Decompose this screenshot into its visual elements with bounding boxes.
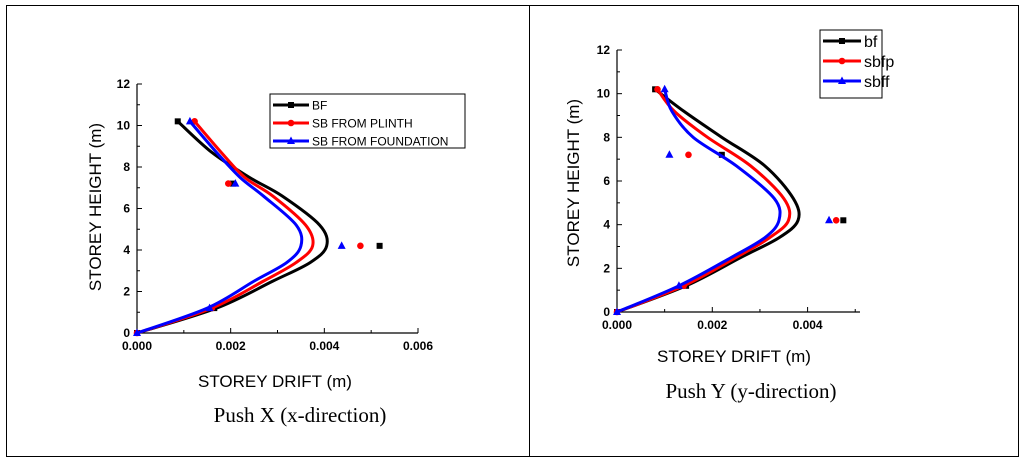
chart-1-x-tick-label: 0.000	[122, 339, 152, 353]
chart-2-series-3	[613, 84, 834, 315]
chart-1-y-tick-label: 4	[123, 243, 130, 257]
chart-2-legend-label: bf	[864, 34, 878, 51]
chart-1-legend-marker	[287, 136, 295, 144]
chart-1-series-3-point	[337, 241, 346, 249]
chart-1: STOREY DRIFT (m) STOREY HEIGHT (m) Push …	[86, 123, 386, 427]
chart-1-series-3-line	[136, 120, 304, 335]
chart-2-legend-marker	[838, 57, 846, 65]
chart-1-series-2-point	[225, 180, 232, 187]
chart-2-series-3-point	[825, 215, 834, 224]
chart-2-series-3-point	[660, 84, 669, 93]
chart-1-series-3-point	[205, 303, 214, 312]
chart-2-series-1-line	[616, 88, 801, 314]
chart-2-legend-marker	[838, 76, 846, 84]
chart-1-legend-label: BF	[312, 98, 327, 112]
chart-1-x-tick-label: 0.002	[216, 339, 246, 353]
chart-1-x-tick-label: 0.006	[403, 339, 433, 353]
chart-2-x-tick-label: 0.004	[793, 318, 823, 332]
chart-2-series-3-line	[616, 88, 782, 314]
chart-1-y-axis-label: STOREY HEIGHT (m)	[86, 123, 105, 291]
chart-1-series-1	[134, 118, 383, 336]
chart-1-series-1-point	[376, 242, 383, 249]
chart-2-series-2-point	[685, 151, 692, 159]
chart-1-series-1-point	[174, 118, 181, 125]
chart-2-legend-label: sbff	[864, 74, 890, 91]
chart-1-y-tick-label: 6	[123, 202, 130, 216]
chart-2: STOREY DRIFT (m) STOREY HEIGHT (m) Push …	[564, 99, 837, 403]
chart-2-x-tick-label: 0.002	[697, 318, 727, 332]
chart-1-series-3-point	[133, 328, 141, 336]
chart-1-y-tick-label: 8	[123, 160, 130, 174]
chart-2-series-1	[614, 86, 847, 315]
chart-2-series-3-point	[613, 307, 621, 315]
chart-2-series-3-point	[665, 150, 674, 158]
chart-2-y-tick-label: 4	[603, 218, 610, 232]
chart-2-legend-label: sbfp	[864, 54, 894, 71]
chart-1-legend: BF SB FROM PLINTH SB FROM FOUNDATION	[269, 93, 466, 149]
chart-2-y-axis-label: STOREY HEIGHT (m)	[564, 99, 583, 267]
chart-1-series-2-point	[357, 242, 364, 250]
panel-divider	[529, 5, 530, 457]
chart-2-series-2-line	[616, 88, 792, 314]
chart-2-legend: bf sbfp sbff	[819, 29, 894, 99]
chart-1-y-tick-label: 0	[123, 326, 130, 340]
chart-2-x-axis-label: STOREY DRIFT (m)	[657, 347, 811, 366]
chart-1-legend-marker	[287, 119, 295, 127]
figure-frame	[6, 5, 1019, 457]
chart-2-x-tick-label: 0.000	[602, 318, 632, 332]
chart-2-series-2	[613, 86, 840, 316]
chart-2-y-tick-label: 12	[597, 43, 611, 57]
chart-1-legend-label: SB FROM PLINTH	[312, 116, 413, 130]
chart-1-plot: 0 2 4 6 8 10 12 0.000 0.002 0.004 0.006 BF SB FROM P…	[117, 77, 466, 353]
chart-2-y-tick-label: 8	[603, 130, 610, 144]
chart-2-series-1-point	[840, 217, 847, 224]
chart-1-caption: Push X (x-direction)	[214, 403, 387, 427]
chart-2-y-tick-label: 0	[603, 305, 610, 319]
chart-2-y-tick-label: 10	[597, 87, 611, 101]
chart-2-series-3-point	[674, 281, 683, 289]
chart-1-y-tick-label: 10	[117, 119, 131, 133]
chart-1-y-tick-label: 12	[117, 77, 131, 91]
chart-1-series-2	[133, 118, 364, 337]
chart-1-y-tick-label: 2	[123, 285, 130, 299]
chart-1-x-tick-label: 0.004	[309, 339, 339, 353]
chart-2-series-2-point	[832, 217, 840, 224]
chart-1-legend-box	[269, 93, 466, 149]
chart-1-series-3-point	[185, 116, 194, 125]
chart-2-y-tick-label: 6	[603, 174, 610, 188]
chart-1-x-axis-label: STOREY DRIFT (m)	[198, 372, 352, 391]
chart-2-plot: 0 2 4 6 8 10 12 0.000 0.002 0.004 bf sbfp sbff	[597, 29, 894, 332]
chart-1-series-2-line	[136, 120, 315, 335]
chart-1-legend-marker	[288, 102, 294, 108]
chart-2-caption: Push Y (y-direction)	[665, 379, 836, 403]
chart-2-series-2-point	[654, 86, 661, 93]
chart-2-legend-marker	[839, 38, 845, 44]
chart-1-legend-label: SB FROM FOUNDATION	[312, 134, 448, 148]
chart-1-series-3-point	[231, 179, 240, 187]
chart-1-series-3	[133, 116, 346, 336]
chart-2-y-tick-label: 2	[603, 261, 610, 275]
